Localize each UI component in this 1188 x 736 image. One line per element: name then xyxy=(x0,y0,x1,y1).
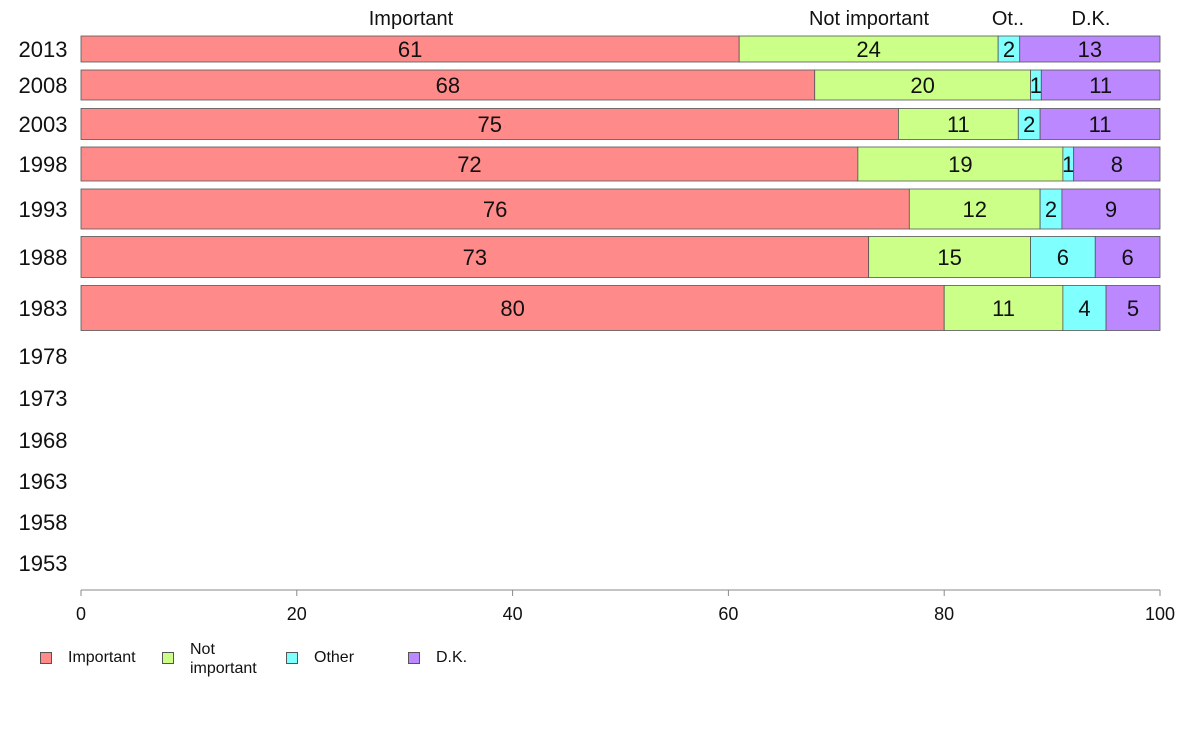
x-tick-label-80: 80 xyxy=(934,604,954,624)
header-label-important: Important xyxy=(369,8,454,30)
bar-label-1983-not-important: 11 xyxy=(992,296,1015,321)
bar-1983-d-k xyxy=(1105,285,1161,331)
bar-2003-not-important xyxy=(898,108,1019,140)
bar-label-2013-other: 2 xyxy=(1003,37,1015,62)
bar-1998-important xyxy=(80,146,859,182)
bar-label-1993-not-important: 12 xyxy=(962,197,986,222)
bar-1998-not-important xyxy=(857,146,1064,182)
legend-item-not-important: Not important xyxy=(162,640,257,678)
bar-label-1998-other: 1 xyxy=(1062,152,1074,177)
year-label-1963: 1963 xyxy=(19,469,68,494)
x-tick-label-20: 20 xyxy=(287,604,307,624)
bar-label-2003-d-k: 11 xyxy=(1089,112,1112,137)
year-label-1983: 1983 xyxy=(19,296,68,321)
bar-label-2008-d-k: 11 xyxy=(1089,73,1112,98)
bar-1998-d-k xyxy=(1073,146,1161,182)
bar-label-1993-other: 2 xyxy=(1045,197,1057,222)
bar-1993-d-k xyxy=(1061,188,1161,230)
x-tick-label-60: 60 xyxy=(718,604,738,624)
bar-label-1988-important: 73 xyxy=(463,245,487,270)
bar-label-1993-d-k: 9 xyxy=(1105,197,1117,222)
year-label-1988: 1988 xyxy=(19,245,68,270)
bar-label-1988-not-important: 15 xyxy=(937,245,961,270)
year-label-1993: 1993 xyxy=(19,197,68,222)
year-label-1998: 1998 xyxy=(19,152,68,177)
year-label-1978: 1978 xyxy=(19,344,68,369)
year-label-1953: 1953 xyxy=(19,551,68,576)
year-label-1973: 1973 xyxy=(19,386,68,411)
year-label-2008: 2008 xyxy=(19,73,68,98)
bar-label-1993-important: 76 xyxy=(483,197,507,222)
x-tick-label-100: 100 xyxy=(1145,604,1175,624)
legend-swatch-dk xyxy=(408,652,420,664)
legend-label-dk: D.K. xyxy=(436,649,468,666)
bar-label-1988-other: 6 xyxy=(1057,245,1069,270)
legend-swatch-not-important xyxy=(162,652,174,664)
bar-1988-not-important xyxy=(868,236,1031,278)
bar-label-2008-not-important: 20 xyxy=(910,73,934,98)
year-label-1958: 1958 xyxy=(19,510,68,535)
legend-item-dk: D.K. xyxy=(408,640,467,667)
year-label-2003: 2003 xyxy=(19,112,68,137)
bar-label-2013-not-important: 24 xyxy=(856,37,880,62)
header-label-ot: Ot.. xyxy=(992,8,1024,30)
bar-label-1983-other: 4 xyxy=(1078,296,1090,321)
bar-2003-important xyxy=(80,108,899,140)
legend-item-other: Other xyxy=(286,640,354,667)
header-labels: Important Not important Ot.. D.K. xyxy=(369,8,1111,30)
x-axis: 0 20 40 60 80 100 xyxy=(76,589,1175,624)
bar-label-1983-important: 80 xyxy=(500,296,524,321)
x-tick-label-40: 40 xyxy=(503,604,523,624)
bar-label-2013-important: 61 xyxy=(398,37,422,62)
bar-label-2008-other: 1 xyxy=(1030,73,1042,98)
bar-1983-other xyxy=(1062,285,1107,331)
bar-1988-other xyxy=(1030,236,1096,278)
bar-2008-not-important xyxy=(814,69,1031,101)
bar-2008-d-k xyxy=(1040,69,1161,101)
legend-label-important: Important xyxy=(68,649,136,666)
bar-1983-important xyxy=(80,285,945,331)
legend-swatch-important xyxy=(40,652,52,664)
bar-label-2013-d-k: 13 xyxy=(1078,37,1102,62)
bar-1993-not-important xyxy=(908,188,1041,230)
bar-label-1988-d-k: 6 xyxy=(1122,245,1134,270)
bar-label-2008-important: 68 xyxy=(436,73,460,98)
bar-label-1998-d-k: 8 xyxy=(1111,152,1123,177)
bar-label-2003-not-important: 11 xyxy=(947,112,970,137)
bar-1983-not-important xyxy=(943,285,1064,331)
bar-2003-d-k xyxy=(1039,108,1161,140)
header-label-d-k: D.K. xyxy=(1072,8,1111,30)
bar-2013-d-k xyxy=(1019,35,1161,63)
bar-2013-important xyxy=(80,35,740,63)
bar-label-1998-important: 72 xyxy=(457,152,481,177)
bar-label-1998-not-important: 19 xyxy=(948,152,972,177)
bar-label-1983-d-k: 5 xyxy=(1127,296,1139,321)
legend-label-other: Other xyxy=(314,649,355,666)
year-label-1968: 1968 xyxy=(19,428,68,453)
x-tick-label-0: 0 xyxy=(76,604,86,624)
header-label-not-important: Not important xyxy=(809,8,929,30)
bar-1993-important xyxy=(80,188,910,230)
bar-1988-important xyxy=(80,236,870,278)
year-label-2013: 2013 xyxy=(19,37,68,62)
bar-2008-important xyxy=(80,69,816,101)
legend-item-important: Important xyxy=(40,640,136,667)
bar-label-2003-other: 2 xyxy=(1023,112,1035,137)
bar-label-2003-important: 75 xyxy=(477,112,501,137)
legend-label-not-important: Not important xyxy=(190,641,257,677)
bar-1988-d-k xyxy=(1094,236,1161,278)
legend-swatch-other xyxy=(286,652,298,664)
year-labels: 2013 2008 2003 1998 1993 1988 1983 1978 1973 1968… xyxy=(19,37,68,576)
bar-2013-not-important xyxy=(738,35,999,63)
